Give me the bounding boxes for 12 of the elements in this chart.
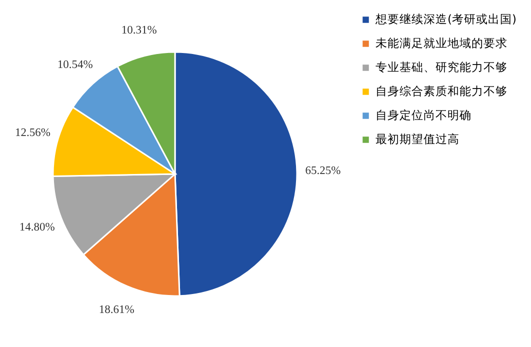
data-label: 14.80% (19, 222, 56, 234)
data-label: 18.61% (98, 304, 135, 316)
legend-label: 自身综合素质和能力不够 (376, 84, 508, 98)
legend-label: 未能满足就业地域的要求 (376, 36, 508, 50)
legend-label: 专业基础、研究能力不够 (376, 60, 508, 74)
data-label: 12.56% (15, 127, 51, 140)
legend-label: 最初期望值过高 (376, 132, 460, 146)
data-label: 10.31% (121, 24, 158, 36)
data-label: 10.54% (57, 58, 94, 71)
legend-label: 想要继续深造(考研或出国) (374, 12, 516, 26)
legend-label: 自身定位尚不明确 (376, 108, 472, 122)
data-label: 65.25% (305, 165, 342, 178)
